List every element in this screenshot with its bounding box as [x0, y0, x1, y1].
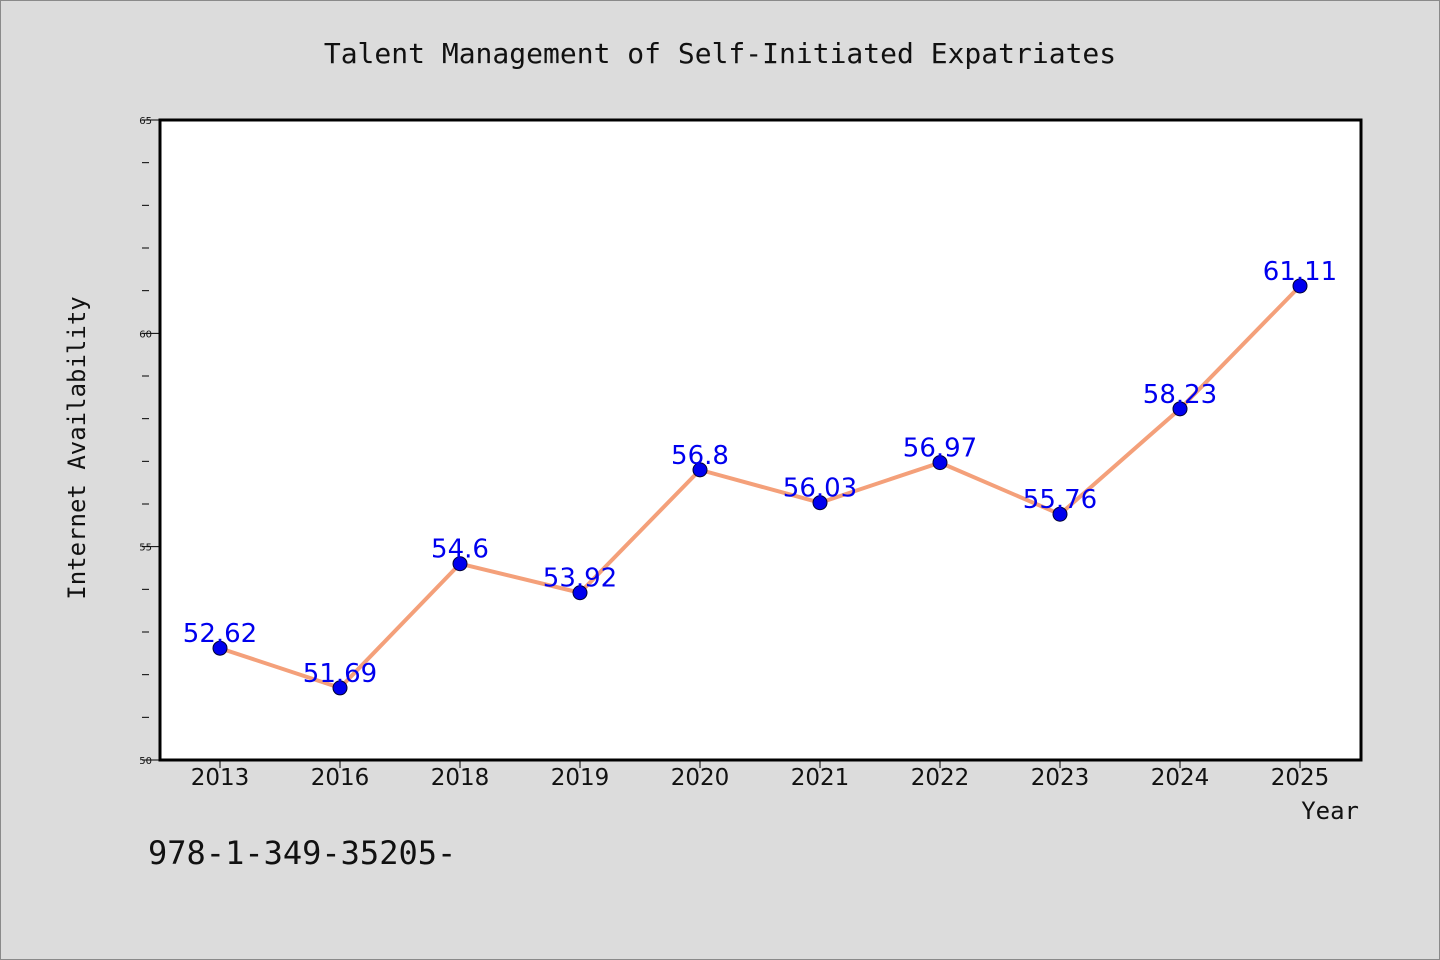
y-axis-ticks: 50 55 60 65 [139, 116, 160, 767]
data-point [1292, 278, 1308, 294]
x-tick-label: 2024 [1151, 765, 1210, 791]
data-point [572, 585, 588, 601]
x-tick-label: 2025 [1271, 765, 1330, 791]
data-label: 56.8 [671, 441, 729, 471]
x-tick-label: 2016 [311, 765, 370, 791]
y-axis-label: Internet Availability [63, 296, 91, 599]
y-tick-label: 60 [139, 329, 152, 340]
data-point [332, 680, 348, 696]
x-tick-label: 2023 [1031, 765, 1090, 791]
y-tick-label: 55 [139, 543, 152, 554]
data-point [452, 556, 468, 572]
x-axis-label: Year [1301, 797, 1359, 825]
data-label: 51.69 [303, 659, 377, 689]
y-tick-label: 50 [139, 756, 152, 767]
data-point [212, 640, 228, 656]
footer-text: 978-1-349-35205- [148, 834, 456, 872]
x-tick-label: 2021 [791, 765, 850, 791]
x-tick-label: 2019 [551, 765, 610, 791]
plot-area [158, 118, 1363, 762]
data-point [932, 455, 948, 471]
data-label: 56.97 [903, 434, 977, 464]
data-point [692, 462, 708, 478]
x-axis-ticks: 2013 2016 2018 2019 2020 2021 2022 2023 2024 2025 [191, 760, 1330, 791]
x-tick-label: 2022 [911, 765, 970, 791]
x-tick-label: 2018 [431, 765, 490, 791]
series-line [219, 284, 1302, 690]
data-label: 52.62 [183, 619, 257, 649]
data-label: 53.92 [543, 564, 617, 594]
series-layer [212, 278, 1308, 696]
x-tick-label: 2013 [191, 765, 250, 791]
x-tick-label: 2020 [671, 765, 730, 791]
data-label: 56.03 [783, 474, 857, 504]
data-point [1172, 401, 1188, 417]
y-tick-label: 65 [139, 116, 152, 127]
data-point [812, 495, 828, 511]
data-label: 61.11 [1263, 257, 1337, 287]
data-label: 54.6 [431, 535, 489, 565]
data-label: 58.23 [1143, 380, 1217, 410]
data-labels: 52.62 51.69 54.6 53.92 56.8 56.03 56.97 55.76 58… [183, 257, 1337, 689]
chart-title: Talent Management of Self-Initiated Expa… [324, 37, 1116, 70]
data-label: 55.76 [1023, 485, 1097, 515]
data-point [1052, 506, 1068, 522]
